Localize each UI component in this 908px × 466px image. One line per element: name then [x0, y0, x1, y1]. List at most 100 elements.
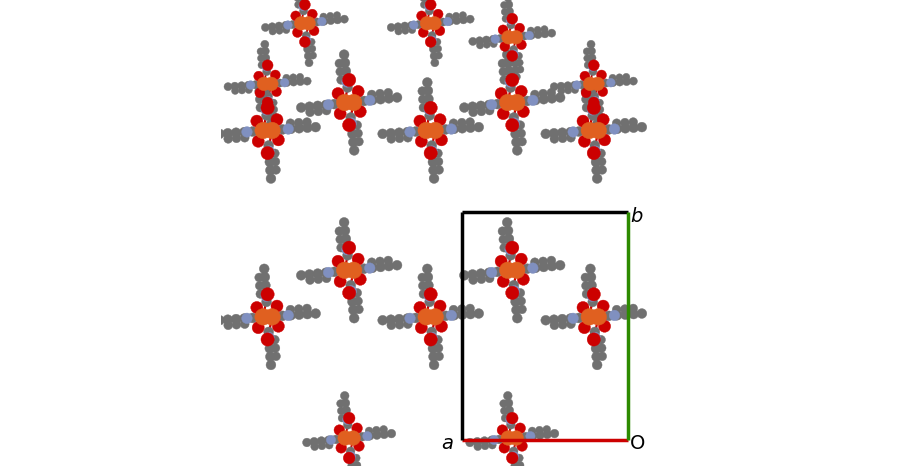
Circle shape	[434, 300, 446, 312]
Circle shape	[261, 333, 274, 346]
Circle shape	[522, 264, 532, 274]
Circle shape	[387, 321, 396, 330]
Circle shape	[628, 309, 638, 319]
Circle shape	[578, 135, 590, 147]
Circle shape	[424, 0, 432, 1]
Circle shape	[349, 305, 359, 315]
Circle shape	[264, 332, 274, 343]
Circle shape	[294, 310, 304, 320]
Circle shape	[499, 443, 509, 453]
Circle shape	[558, 320, 568, 329]
Circle shape	[342, 415, 352, 425]
Circle shape	[500, 41, 509, 51]
Circle shape	[294, 118, 303, 127]
Circle shape	[322, 274, 331, 283]
Circle shape	[340, 58, 350, 68]
Circle shape	[414, 115, 426, 127]
Circle shape	[612, 119, 621, 128]
Circle shape	[536, 426, 543, 434]
Circle shape	[590, 335, 600, 345]
Circle shape	[577, 81, 586, 89]
Circle shape	[425, 110, 435, 120]
Circle shape	[428, 343, 438, 353]
Circle shape	[332, 88, 344, 100]
Circle shape	[428, 16, 441, 30]
Circle shape	[530, 258, 539, 267]
Circle shape	[609, 74, 617, 82]
Circle shape	[587, 104, 597, 115]
Circle shape	[452, 17, 460, 25]
Circle shape	[309, 26, 319, 36]
Circle shape	[376, 94, 386, 104]
Circle shape	[368, 263, 377, 273]
Circle shape	[270, 99, 277, 106]
Circle shape	[528, 31, 536, 39]
Circle shape	[420, 1, 428, 8]
Circle shape	[564, 82, 572, 90]
Circle shape	[506, 250, 516, 260]
Circle shape	[291, 11, 301, 21]
Circle shape	[265, 99, 273, 107]
Circle shape	[587, 101, 600, 115]
Circle shape	[256, 289, 265, 298]
Circle shape	[581, 273, 590, 282]
Circle shape	[476, 269, 486, 279]
Circle shape	[322, 106, 331, 115]
Circle shape	[337, 243, 346, 252]
Circle shape	[592, 360, 602, 370]
Circle shape	[508, 94, 525, 111]
Circle shape	[506, 7, 514, 15]
Circle shape	[510, 454, 518, 463]
Circle shape	[458, 123, 467, 133]
Circle shape	[401, 27, 409, 34]
Circle shape	[525, 31, 534, 40]
Circle shape	[251, 302, 262, 314]
Circle shape	[597, 106, 604, 113]
Circle shape	[498, 67, 508, 76]
Circle shape	[408, 21, 416, 29]
Circle shape	[343, 420, 352, 429]
Circle shape	[526, 432, 535, 441]
Circle shape	[410, 21, 418, 29]
Circle shape	[473, 438, 481, 446]
Circle shape	[509, 118, 519, 128]
Circle shape	[261, 281, 271, 290]
Circle shape	[502, 218, 512, 227]
Circle shape	[261, 288, 274, 301]
Circle shape	[568, 127, 578, 137]
Circle shape	[255, 87, 263, 96]
Circle shape	[376, 257, 384, 266]
Circle shape	[302, 438, 311, 447]
Circle shape	[515, 85, 528, 97]
Circle shape	[281, 78, 289, 87]
Circle shape	[489, 441, 496, 449]
Circle shape	[435, 352, 443, 361]
Circle shape	[262, 47, 270, 55]
Circle shape	[313, 18, 321, 26]
Circle shape	[440, 124, 450, 134]
Circle shape	[334, 108, 346, 120]
Circle shape	[512, 313, 522, 323]
Circle shape	[597, 300, 609, 312]
Circle shape	[598, 134, 610, 146]
Circle shape	[286, 310, 296, 320]
Circle shape	[386, 315, 396, 324]
Circle shape	[543, 430, 551, 439]
Circle shape	[255, 88, 265, 98]
Circle shape	[352, 253, 364, 265]
Circle shape	[346, 113, 356, 123]
Circle shape	[483, 41, 490, 48]
Circle shape	[480, 437, 489, 445]
Circle shape	[337, 75, 346, 84]
Circle shape	[330, 99, 339, 109]
Circle shape	[425, 7, 433, 15]
Circle shape	[261, 104, 271, 115]
Circle shape	[405, 313, 415, 323]
Circle shape	[353, 121, 361, 130]
Circle shape	[425, 297, 435, 307]
Circle shape	[590, 149, 600, 158]
Circle shape	[347, 454, 356, 463]
Circle shape	[299, 2, 308, 11]
Circle shape	[255, 273, 263, 282]
Circle shape	[429, 360, 439, 370]
